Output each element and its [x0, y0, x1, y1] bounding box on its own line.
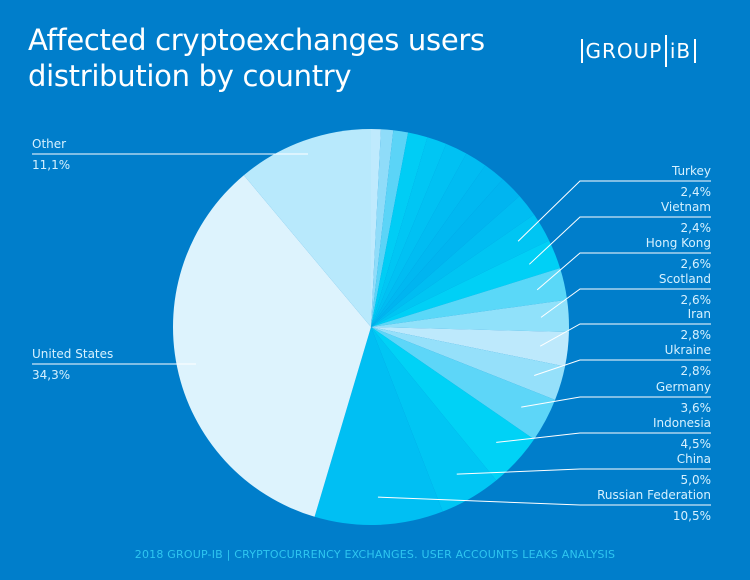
pie-slice-indonesia: [371, 327, 535, 481]
label-value-turkey: 2,4%: [681, 185, 712, 199]
pie-slice-unlabeled: [371, 129, 394, 327]
pie-slice-unlabeled: [371, 132, 428, 327]
logo-text-ib: iB: [669, 39, 692, 63]
pie-slice-russian-federation: [314, 327, 443, 525]
pie-slice-unlabeled: [371, 137, 447, 327]
leader-line-scotland: [540, 288, 711, 318]
label-value-china: 5,0%: [681, 473, 712, 487]
label-name-china: China: [677, 452, 711, 466]
title-line-2: distribution by country: [28, 59, 352, 93]
label-name-russian-federation: Russian Federation: [597, 488, 711, 502]
label-value-vietnam: 2,4%: [681, 221, 712, 235]
pie-slice-unlabeled: [371, 179, 520, 327]
label-value-iran: 2,8%: [681, 328, 712, 342]
label-value-other: 11,1%: [32, 158, 70, 172]
logo-bar: [581, 39, 583, 63]
label-name-turkey: Turkey: [671, 164, 711, 178]
pie-slice-hong-kong: [371, 268, 568, 327]
group-ib-logo: GROUP iB: [578, 35, 699, 67]
leader-line-iran: [539, 323, 711, 347]
label-name-germany: Germany: [656, 380, 711, 394]
pie-slice-unlabeled: [371, 130, 409, 327]
label-value-indonesia: 4,5%: [681, 437, 712, 451]
pie-slice-china: [371, 327, 497, 512]
chart-title: Affected cryptoexchanges users distribut…: [28, 22, 485, 94]
pie-slice-iran: [371, 327, 569, 367]
pie-slice-unlabeled: [371, 143, 467, 327]
leader-line-china: [456, 468, 711, 475]
footer-caption: 2018 GROUP-IB | CRYPTOCURRENCY EXCHANGES…: [134, 548, 616, 561]
label-name-indonesia: Indonesia: [653, 416, 711, 430]
pie-slice-scotland: [371, 299, 570, 332]
label-name-united-states: United States: [32, 347, 113, 361]
pie-slice-vietnam: [371, 240, 561, 327]
leader-line-turkey: [517, 180, 711, 242]
label-value-russian-federation: 10,5%: [673, 509, 711, 523]
pie-slice-ukraine: [371, 327, 566, 400]
pie-slice-unlabeled: [371, 129, 381, 327]
leader-line-vietnam: [528, 216, 711, 265]
title-line-1: Affected cryptoexchanges users: [28, 23, 485, 57]
pie-slice-other: [243, 129, 371, 327]
pie-slice-united-states: [173, 175, 371, 517]
leader-line-hong-kong: [536, 252, 711, 291]
logo-bar: [665, 35, 667, 67]
pie-slice-unlabeled: [371, 196, 535, 327]
label-value-united-states: 34,3%: [32, 368, 70, 382]
leader-line-russian-federation: [377, 496, 711, 506]
leader-line-ukraine: [534, 359, 711, 377]
label-name-other: Other: [32, 137, 66, 151]
pie-slice-unlabeled: [371, 153, 486, 327]
label-value-ukraine: 2,8%: [681, 364, 712, 378]
logo-bar: [694, 39, 696, 63]
logo-text-group: GROUP: [585, 39, 663, 63]
label-name-ukraine: Ukraine: [665, 343, 711, 357]
leader-line-germany: [521, 396, 711, 408]
label-name-hong-kong: Hong Kong: [646, 236, 711, 250]
pie-slices: [173, 129, 570, 525]
leader-line-indonesia: [496, 432, 711, 443]
label-name-iran: Iran: [688, 307, 711, 321]
label-value-scotland: 2,6%: [681, 293, 712, 307]
label-name-vietnam: Vietnam: [661, 200, 711, 214]
label-value-hong-kong: 2,6%: [681, 257, 712, 271]
label-value-germany: 3,6%: [681, 401, 712, 415]
label-name-scotland: Scotland: [659, 272, 711, 286]
pie-slice-turkey: [371, 214, 550, 327]
pie-slice-unlabeled: [371, 165, 503, 327]
pie-slice-germany: [371, 327, 556, 440]
